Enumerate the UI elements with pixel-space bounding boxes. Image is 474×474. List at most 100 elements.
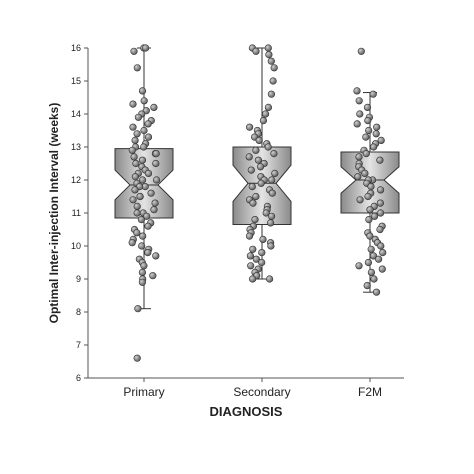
data-point — [246, 123, 254, 131]
data-point — [252, 47, 260, 55]
x-category-label: Secondary — [233, 385, 290, 399]
data-point — [268, 212, 276, 220]
data-point — [377, 209, 385, 217]
y-tick-label: 16 — [71, 43, 81, 53]
data-point — [144, 169, 153, 177]
data-point — [367, 183, 375, 191]
data-point — [144, 120, 152, 128]
data-point — [153, 176, 161, 184]
data-point — [249, 275, 257, 283]
y-tick-label: 6 — [76, 373, 81, 383]
data-point — [249, 245, 257, 253]
data-point — [138, 242, 146, 250]
data-point — [150, 103, 158, 111]
data-point — [140, 143, 148, 151]
data-point — [133, 209, 141, 217]
data-point — [376, 199, 385, 207]
data-point — [373, 123, 381, 131]
data-point — [271, 169, 279, 177]
data-point — [258, 249, 266, 257]
data-point — [372, 130, 380, 138]
data-point — [152, 150, 160, 158]
data-point — [152, 252, 160, 260]
data-point — [138, 156, 147, 164]
data-point — [139, 232, 147, 240]
data-point — [367, 245, 375, 253]
data-points — [128, 44, 387, 362]
data-point — [247, 166, 255, 174]
data-point — [152, 159, 160, 168]
data-point — [258, 258, 266, 267]
data-point — [150, 206, 158, 214]
x-axis-label: DIAGNOSIS — [210, 404, 283, 419]
data-point — [267, 219, 275, 227]
y-tick-label: 9 — [76, 274, 81, 284]
data-point — [378, 265, 386, 273]
data-point — [138, 87, 147, 95]
data-point — [251, 216, 259, 224]
data-point — [365, 216, 373, 224]
data-point — [372, 288, 381, 296]
data-point — [377, 242, 385, 250]
data-point — [129, 196, 137, 204]
data-point — [147, 189, 155, 197]
y-tick-label: 11 — [72, 208, 81, 218]
data-point — [134, 113, 142, 121]
data-point — [371, 212, 379, 220]
data-point — [128, 239, 136, 247]
data-point — [247, 262, 255, 270]
data-point — [143, 212, 151, 220]
data-point — [270, 150, 278, 158]
data-point — [265, 50, 273, 59]
data-point — [132, 159, 140, 168]
data-point — [249, 199, 257, 207]
data-point — [355, 97, 363, 105]
data-point — [267, 90, 276, 98]
data-point — [353, 120, 361, 128]
data-point — [142, 44, 150, 52]
data-point — [259, 116, 268, 125]
data-point — [355, 153, 363, 161]
data-point — [365, 126, 373, 135]
data-point — [354, 173, 362, 181]
data-point — [130, 47, 138, 55]
data-point — [367, 268, 376, 277]
data-point — [356, 110, 364, 118]
y-tick-label: 14 — [71, 109, 81, 119]
data-point — [130, 153, 138, 161]
data-point — [137, 216, 145, 224]
y-tick-label: 7 — [76, 340, 81, 350]
data-point — [138, 278, 146, 286]
data-point — [356, 196, 364, 204]
data-point — [362, 150, 370, 158]
data-point — [370, 143, 378, 151]
data-point — [140, 126, 148, 135]
data-point — [375, 255, 383, 263]
data-point — [255, 136, 263, 144]
axis-labels: DIAGNOSIS Optimal Inter-injection Interv… — [47, 103, 283, 419]
data-point — [256, 163, 265, 171]
data-point — [149, 272, 157, 280]
data-point — [363, 103, 372, 111]
data-point — [362, 133, 370, 141]
data-point — [377, 186, 385, 194]
x-category-label: F2M — [358, 385, 382, 399]
data-point — [379, 249, 387, 257]
data-point — [266, 275, 274, 283]
data-point — [264, 103, 273, 111]
data-point — [369, 252, 378, 260]
x-category-label: Primary — [123, 385, 164, 399]
data-point — [133, 64, 141, 72]
data-point — [357, 47, 365, 55]
data-point — [131, 186, 139, 194]
data-point — [262, 209, 270, 217]
data-point — [133, 130, 141, 138]
data-point — [267, 57, 275, 65]
data-point — [361, 169, 369, 177]
data-point — [245, 153, 253, 161]
data-point — [264, 143, 272, 151]
data-point — [366, 206, 374, 214]
data-point — [376, 225, 384, 234]
data-point — [257, 179, 265, 187]
